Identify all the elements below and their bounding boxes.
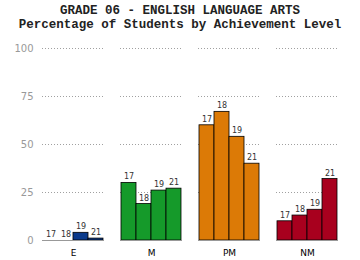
svg-text:18: 18: [61, 230, 71, 239]
svg-text:17: 17: [202, 115, 212, 124]
svg-text:19: 19: [310, 199, 320, 208]
svg-text:E: E: [71, 248, 77, 258]
svg-text:NM: NM: [300, 248, 315, 258]
svg-text:M: M: [148, 248, 156, 258]
svg-text:17: 17: [46, 230, 56, 239]
svg-text:19: 19: [76, 222, 86, 231]
svg-text:100: 100: [14, 43, 33, 54]
svg-text:17: 17: [124, 172, 134, 181]
svg-text:21: 21: [247, 153, 257, 162]
svg-text:50: 50: [21, 139, 34, 150]
svg-text:PM: PM: [223, 248, 236, 258]
svg-text:17: 17: [280, 211, 290, 220]
svg-text:19: 19: [154, 180, 164, 189]
html-text:Percentage of Students by Achi: Percentage of Students by Achievement Le…: [18, 18, 342, 32]
svg-text:75: 75: [21, 91, 34, 102]
svg-text:18: 18: [295, 205, 305, 214]
svg-text:0: 0: [27, 235, 33, 246]
svg-text:21: 21: [169, 178, 179, 187]
svg-text:21: 21: [91, 228, 101, 237]
svg-text:18: 18: [139, 194, 149, 203]
svg-text:18: 18: [217, 101, 227, 110]
svg-text:21: 21: [325, 169, 335, 178]
html-text:GRADE 06 - ENGLISH LANGUAGE AR: GRADE 06 - ENGLISH LANGUAGE ARTS: [60, 4, 300, 18]
svg-text:25: 25: [21, 187, 34, 198]
svg-text:19: 19: [232, 126, 242, 135]
